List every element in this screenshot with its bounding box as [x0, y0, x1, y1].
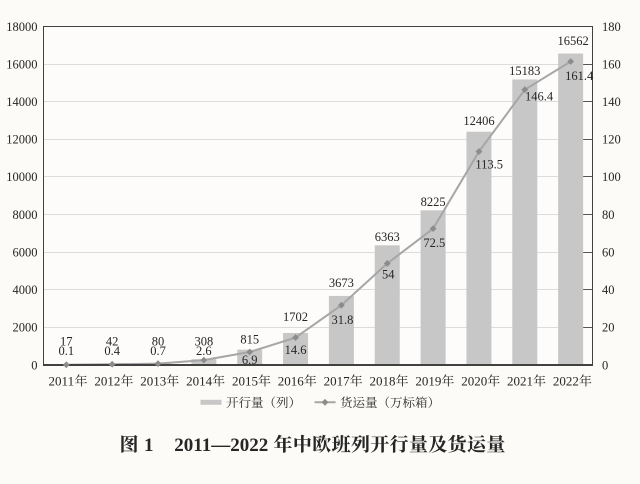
svg-text:60: 60: [602, 245, 615, 259]
svg-text:2011—2022: 2011—2022: [174, 435, 268, 456]
svg-text:2017: 2017: [324, 374, 351, 389]
svg-text:16562: 16562: [558, 34, 589, 48]
svg-text:2012: 2012: [94, 374, 120, 389]
svg-text:2011: 2011: [49, 374, 75, 389]
svg-text:2021: 2021: [507, 374, 533, 389]
svg-text:180: 180: [602, 20, 621, 34]
svg-text:2019: 2019: [415, 374, 441, 389]
svg-text:40: 40: [602, 283, 615, 297]
svg-text:54: 54: [382, 268, 395, 282]
svg-text:2000: 2000: [13, 321, 38, 335]
svg-text:12406: 12406: [463, 114, 494, 128]
svg-text:0: 0: [31, 358, 37, 372]
svg-text:2014: 2014: [186, 374, 213, 389]
svg-text:2015: 2015: [232, 374, 258, 389]
svg-text:6000: 6000: [13, 245, 38, 259]
svg-text:12000: 12000: [6, 133, 37, 147]
svg-text:20: 20: [602, 321, 615, 335]
svg-text:6.9: 6.9: [242, 353, 258, 367]
svg-text:6363: 6363: [375, 230, 400, 244]
svg-text:815: 815: [240, 333, 259, 347]
svg-text:2013: 2013: [140, 374, 166, 389]
svg-text:16000: 16000: [6, 57, 37, 71]
svg-text:140: 140: [602, 95, 621, 109]
svg-text:3673: 3673: [329, 276, 354, 290]
svg-text:113.5: 113.5: [475, 158, 503, 172]
svg-text:8225: 8225: [421, 195, 446, 209]
svg-text:0.1: 0.1: [58, 344, 74, 358]
svg-text:0: 0: [602, 358, 608, 372]
svg-text:146.4: 146.4: [525, 90, 554, 104]
svg-text:4000: 4000: [13, 283, 38, 297]
svg-text:0.4: 0.4: [104, 344, 120, 358]
svg-text:120: 120: [602, 133, 621, 147]
svg-text:14.6: 14.6: [285, 343, 307, 357]
svg-text:8000: 8000: [13, 208, 38, 222]
svg-text:18000: 18000: [6, 20, 37, 34]
svg-text:15183: 15183: [509, 64, 540, 78]
svg-text:160: 160: [602, 57, 621, 71]
svg-text:72.5: 72.5: [423, 236, 445, 250]
svg-text:2022: 2022: [553, 374, 579, 389]
svg-text:2016: 2016: [278, 374, 305, 389]
svg-text:80: 80: [602, 208, 615, 222]
svg-text:161.4: 161.4: [565, 69, 594, 83]
svg-text:2018: 2018: [370, 374, 396, 389]
svg-text:2020: 2020: [461, 374, 487, 389]
svg-text:31.8: 31.8: [331, 313, 353, 327]
svg-text:2.6: 2.6: [196, 344, 212, 358]
svg-text:1702: 1702: [283, 310, 308, 324]
svg-text:0.7: 0.7: [150, 344, 166, 358]
svg-text:100: 100: [602, 170, 621, 184]
svg-text:10000: 10000: [6, 170, 37, 184]
svg-text:14000: 14000: [6, 95, 37, 109]
svg-text:1: 1: [144, 435, 154, 456]
